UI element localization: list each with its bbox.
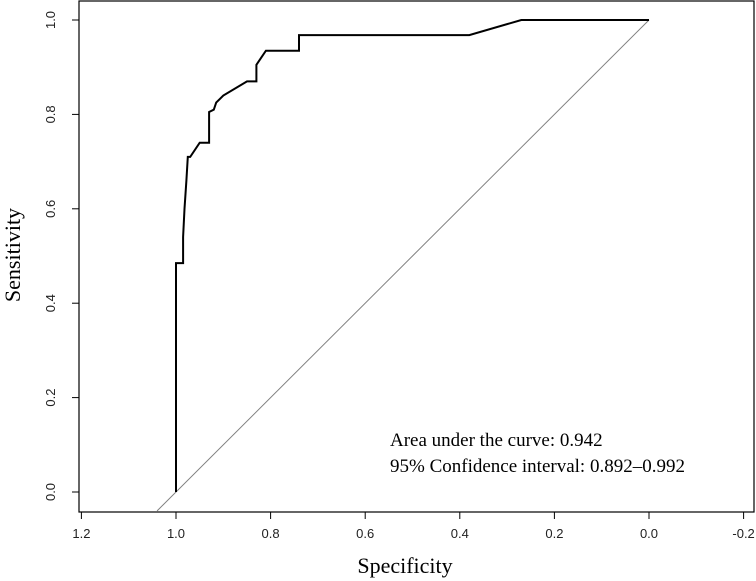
x-tick-label: 0.0 — [640, 526, 658, 541]
x-tick-label: 1.0 — [167, 526, 185, 541]
reference-diagonal-line — [156, 19, 650, 512]
y-tick-label: 0.4 — [43, 294, 58, 312]
x-tick-label: 0.6 — [356, 526, 374, 541]
x-tick-label: 1.2 — [72, 526, 90, 541]
roc-curve-layer — [175, 19, 649, 492]
x-tick-label: -0.2 — [732, 526, 754, 541]
y-tick-label: 0.2 — [43, 389, 58, 407]
y-tick-label: 1.0 — [43, 11, 58, 29]
roc-curve-line — [175, 19, 649, 492]
confidence-interval-annotation: 95% Confidence interval: 0.892–0.992 — [390, 456, 685, 477]
reference-diagonal-layer — [156, 19, 650, 512]
y-tick-label: 0.0 — [43, 483, 58, 501]
y-axis-title: Sensitivity — [0, 208, 25, 302]
x-tick-label: 0.8 — [262, 526, 280, 541]
x-axis: 1.2 1.0 0.8 0.6 0.4 0.2 0.0 -0.2 — [72, 511, 755, 541]
y-tick-label: 0.6 — [43, 200, 58, 218]
x-axis-title: Specificity — [357, 553, 452, 578]
auc-annotation: Area under the curve: 0.942 — [390, 430, 603, 451]
x-tick-label: 0.2 — [545, 526, 563, 541]
y-tick-label: 0.8 — [43, 105, 58, 123]
y-axis: 0.0 0.2 0.4 0.6 0.8 1.0 — [43, 11, 80, 501]
x-tick-label: 0.4 — [451, 526, 469, 541]
